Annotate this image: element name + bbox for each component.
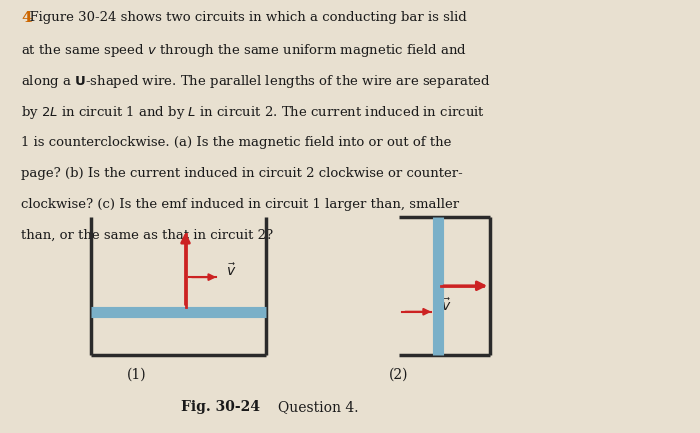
Text: along a $\mathbf{U}$-shaped wire. The parallel lengths of the wire are separated: along a $\mathbf{U}$-shaped wire. The pa… [21,73,491,90]
Text: 1 is counterclockwise. (a) Is the magnetic field into or out of the: 1 is counterclockwise. (a) Is the magnet… [21,136,452,149]
Text: by $2L$ in circuit 1 and by $L$ in circuit 2. The current induced in circuit: by $2L$ in circuit 1 and by $L$ in circu… [21,104,485,121]
Text: Figure 30-24 shows two circuits in which a conducting bar is slid: Figure 30-24 shows two circuits in which… [21,11,467,24]
Text: Fig. 30-24: Fig. 30-24 [181,400,260,414]
Text: clockwise? (c) Is the emf induced in circuit 1 larger than, smaller: clockwise? (c) Is the emf induced in cir… [21,198,459,211]
Text: at the same speed $v$ through the same uniform magnetic field and: at the same speed $v$ through the same u… [21,42,467,59]
Text: page? (b) Is the current induced in circuit 2 clockwise or counter-: page? (b) Is the current induced in circ… [21,167,463,180]
Text: $\vec{v}$: $\vec{v}$ [441,297,452,313]
Text: 4: 4 [21,11,32,25]
Text: (2): (2) [389,368,409,382]
Text: than, or the same as that in circuit 2?: than, or the same as that in circuit 2? [21,229,273,242]
Text: (1): (1) [127,368,146,382]
Text: $\vec{v}$: $\vec{v}$ [226,262,237,279]
Text: Question 4.: Question 4. [279,400,358,414]
